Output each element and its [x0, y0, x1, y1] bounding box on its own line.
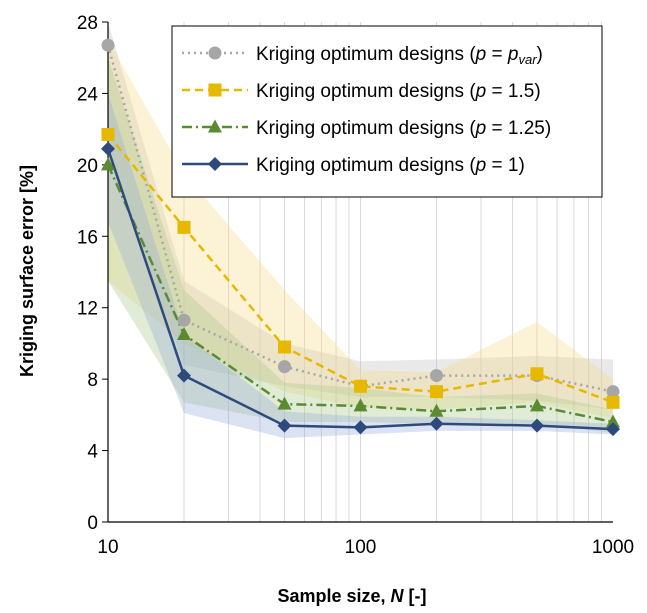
series-2-point [177, 220, 191, 234]
y-tick-label: 8 [87, 370, 98, 391]
legend-label-value: 1 [508, 155, 519, 176]
series-3-point [429, 403, 444, 417]
y-tick-label: 28 [77, 13, 98, 34]
x-axis-title-unit: [-] [404, 586, 427, 606]
y-axis-title: Kriging surface error [%] [17, 165, 37, 377]
tick-labels: 0 4 8 12 16 20 24 28 10 100 1000 [77, 13, 634, 558]
series-1-point [177, 313, 191, 327]
y-tick-label: 4 [87, 442, 98, 463]
legend-label-suffix: ) [545, 118, 551, 139]
legend-label-eq: = [486, 81, 508, 102]
confidence-band-series-3 [108, 57, 613, 433]
y-tick-label: 16 [77, 227, 98, 248]
legend-label-2: Kriging optimum designs (p = 1.5) [256, 81, 541, 102]
legend-label-p: p [475, 155, 487, 176]
legend-label-prefix: Kriging optimum designs ( [256, 44, 476, 65]
legend-label-4: Kriging optimum designs (p = 1) [256, 155, 525, 176]
series-2-point [277, 340, 291, 354]
series-4-point [353, 420, 368, 435]
legend-box [171, 25, 603, 198]
y-tick-label: 0 [87, 513, 98, 534]
legend-marker-1 [208, 46, 222, 60]
legend-label-p: p [475, 44, 487, 65]
legend-label-suffix: ) [534, 81, 540, 102]
series-4-point [101, 141, 115, 156]
x-tick-label: 1000 [592, 537, 634, 558]
legend-marker-3 [208, 119, 222, 133]
series-2-point [101, 128, 115, 141]
series-1-point [606, 385, 620, 399]
legend-label-prefix: Kriging optimum designs ( [256, 118, 476, 139]
y-tick-label: 24 [77, 84, 99, 105]
legend-label-value: p [507, 44, 519, 65]
series-3-point [529, 398, 544, 412]
series-3-point [353, 398, 368, 412]
series-1-point [430, 369, 444, 383]
series-3-point [177, 327, 192, 340]
series-3-point [277, 396, 292, 410]
legend-label-prefix: Kriging optimum designs ( [256, 81, 476, 102]
legend-label-1: Kriging optimum designs (p = pvar) [256, 44, 543, 67]
series-2-point [354, 379, 367, 393]
legend-label-value: 1.25 [508, 118, 545, 139]
legend-marker-4 [208, 157, 222, 171]
series-1-point [101, 38, 115, 52]
legend-label-p: p [475, 118, 487, 139]
legend-label-eq: = [486, 118, 508, 139]
x-tick-label: 100 [345, 537, 377, 558]
series-2-point [430, 385, 444, 399]
series-1-point [277, 360, 291, 374]
confidence-band-series-2 [108, 39, 613, 419]
legend-label-3: Kriging optimum designs (p = 1.25) [256, 118, 551, 139]
x-tick-label: 10 [97, 537, 118, 558]
legend-label-p: p [475, 81, 487, 102]
axes [102, 21, 613, 523]
y-tick-label: 20 [77, 156, 98, 177]
legend-label-suffix: ) [537, 44, 543, 65]
legend: Kriging optimum designs (p = pvar)Krigin… [171, 25, 603, 198]
series-2-point [530, 367, 544, 381]
series-3-point [606, 414, 620, 428]
legend-label-subscript: var [518, 52, 537, 67]
legend-label-suffix: ) [518, 155, 524, 176]
series-3-point [101, 157, 115, 171]
confidence-band-series-1 [108, 22, 613, 410]
x-axis-title-main: Sample size, [277, 586, 390, 606]
series-markers [101, 38, 620, 437]
series-4-point [606, 422, 620, 437]
series-2-point [606, 395, 620, 409]
series-4-point [429, 416, 444, 431]
confidence-bands [108, 22, 613, 439]
legend-marker-2 [208, 83, 222, 97]
series-4-point [177, 368, 192, 383]
series-4-point [277, 418, 292, 433]
x-axis-title: Sample size, N [-] [277, 586, 426, 606]
x-axis-title-var: N [391, 586, 405, 606]
series-4-point [529, 418, 544, 433]
legend-label-eq: = [486, 44, 508, 65]
y-tick-label: 12 [77, 299, 98, 320]
legend-label-value: 1.5 [508, 81, 534, 102]
legend-label-eq: = [486, 155, 508, 176]
legend-label-prefix: Kriging optimum designs ( [256, 155, 476, 176]
